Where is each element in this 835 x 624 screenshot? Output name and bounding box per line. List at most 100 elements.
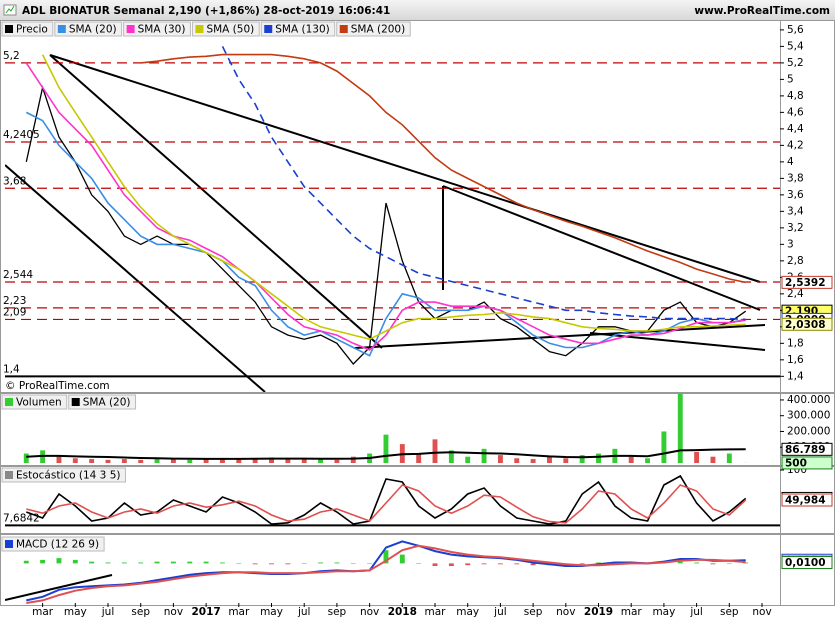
series-line <box>25 111 746 357</box>
x-tick-label: sep <box>524 606 543 618</box>
x-tick-label: 2018 <box>388 606 417 618</box>
x-tick-label: jul <box>101 606 115 618</box>
bar <box>497 563 503 565</box>
bar <box>694 451 700 463</box>
series-line <box>26 474 747 525</box>
value-tag <box>781 275 833 289</box>
y-tick-label: 400.000 <box>787 394 830 406</box>
bar <box>220 458 225 463</box>
bar <box>710 563 716 565</box>
y-tick-label: 2,8 <box>787 255 804 267</box>
bar <box>514 563 520 565</box>
legend-label: SMA (20) <box>69 24 117 36</box>
value-tag <box>781 493 833 507</box>
bar <box>170 561 176 564</box>
trendline <box>49 54 761 283</box>
value-tag-label: 49,984 <box>785 495 826 507</box>
bar <box>383 550 389 564</box>
x-tick-label: 2017 <box>191 606 220 618</box>
bar <box>236 459 242 463</box>
bar <box>448 563 454 567</box>
bar <box>89 459 95 463</box>
value-tag-label: 2,5392 <box>785 277 826 289</box>
header-bar <box>0 0 835 20</box>
x-tick-label: mar <box>228 606 250 618</box>
y-tick-label: 4,8 <box>787 90 804 102</box>
legend-swatch <box>5 540 13 548</box>
bar <box>367 563 373 564</box>
x-tick-label: may <box>260 606 283 618</box>
x-tick-label: nov <box>360 606 379 618</box>
series-line <box>25 62 746 351</box>
bar <box>187 459 193 463</box>
y-tick-label: 4,4 <box>787 123 804 135</box>
legend-box <box>1 467 126 483</box>
series-line <box>26 544 746 604</box>
bar <box>596 562 601 564</box>
bar <box>56 456 62 463</box>
trendlines <box>5 54 766 392</box>
legend-label: Volumen <box>16 397 62 409</box>
bar <box>481 448 487 463</box>
bar <box>138 562 144 564</box>
bar <box>399 554 405 564</box>
bar <box>497 455 503 463</box>
x-tick-label: sep <box>131 606 150 618</box>
bar <box>236 563 242 564</box>
bar <box>23 453 29 463</box>
bar <box>416 563 422 564</box>
series-line <box>140 53 746 284</box>
bar <box>350 456 356 463</box>
series-line <box>26 540 746 602</box>
bar <box>579 563 585 565</box>
trendline <box>49 54 383 349</box>
x-tick-label: jul <box>493 606 507 618</box>
bar <box>89 561 95 564</box>
bar <box>269 457 274 463</box>
bar <box>220 562 225 564</box>
bar <box>203 561 209 564</box>
bar <box>72 458 78 463</box>
bar <box>547 456 552 463</box>
value-tag-label: 86.789 <box>785 444 826 456</box>
bar <box>432 439 438 463</box>
chart-title: ADL BIONATUR Semanal 2,190 (+1,86%) 28-o… <box>22 5 390 17</box>
bar <box>203 459 209 463</box>
bar <box>334 562 340 564</box>
legend-label: SMA (130) <box>275 24 329 36</box>
x-tick-label: may <box>64 606 87 618</box>
x-tick-label: sep <box>720 606 739 618</box>
bar <box>579 455 585 463</box>
series-line <box>26 484 747 524</box>
y-tick-label: 4,6 <box>787 106 804 118</box>
value-tag <box>781 456 833 470</box>
y-tick-label: 1,4 <box>787 370 804 382</box>
legend-swatch <box>57 25 66 33</box>
legend-swatch <box>5 471 13 479</box>
legend-label: SMA (50) <box>206 24 254 36</box>
bar <box>40 559 46 564</box>
legend-label: SMA (20) <box>83 397 131 409</box>
bar <box>726 453 732 463</box>
x-tick-label: nov <box>164 606 183 618</box>
y-tick-label: 3,6 <box>787 189 804 201</box>
bar <box>252 563 258 565</box>
y-tick-label: 300.000 <box>787 410 830 422</box>
value-tag-label: 0,0100 <box>785 557 826 569</box>
bar <box>677 561 683 564</box>
y-tick-label: 3,2 <box>787 222 804 234</box>
bar <box>285 563 291 565</box>
legend-box <box>1 536 105 552</box>
bar <box>596 453 601 463</box>
legend-swatch <box>126 25 135 33</box>
legend-swatch <box>339 25 348 33</box>
value-tag-label: 500 <box>785 457 807 469</box>
level-label: 2,23 <box>3 295 26 307</box>
bar <box>285 459 291 463</box>
bar <box>56 558 62 564</box>
trendline <box>5 164 266 392</box>
bar <box>710 456 716 463</box>
legend-label: SMA (30) <box>138 24 186 36</box>
level-label: 1,4 <box>3 363 20 375</box>
